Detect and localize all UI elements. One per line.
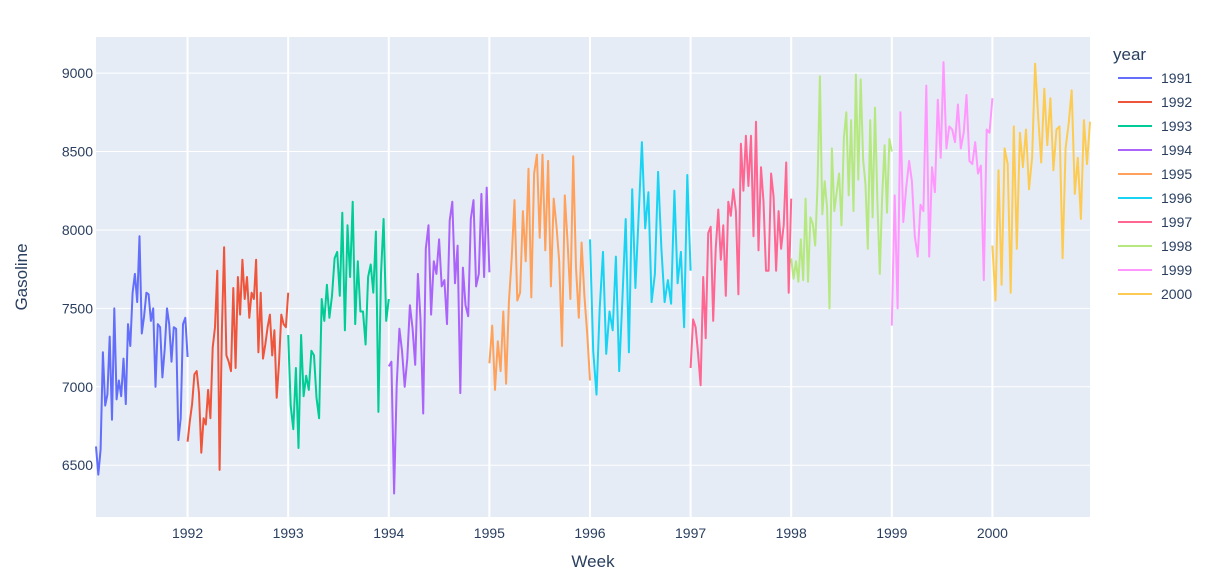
legend-title: year — [1113, 45, 1146, 64]
legend-item-1991[interactable]: 1991 — [1118, 70, 1192, 86]
x-tick-label: 1996 — [574, 525, 605, 541]
gridlines — [96, 37, 1090, 517]
legend-label: 1992 — [1161, 94, 1192, 110]
x-tick-label: 1994 — [373, 525, 404, 541]
series-line-1992 — [186, 246, 290, 471]
legend-label: 1998 — [1161, 238, 1192, 254]
legend-item-1999[interactable]: 1999 — [1118, 262, 1192, 278]
x-tick-label: 1998 — [776, 525, 807, 541]
series-line-1997 — [689, 120, 793, 387]
legend-label: 1996 — [1161, 190, 1192, 206]
y-tick-label: 8500 — [62, 144, 93, 160]
legend-item-1997[interactable]: 1997 — [1118, 214, 1192, 230]
series-line-2000 — [991, 62, 1091, 302]
y-tick-label: 8000 — [62, 222, 93, 238]
x-tick-label: 1993 — [273, 525, 304, 541]
plot-background — [96, 37, 1090, 517]
x-tick-label: 1992 — [172, 525, 203, 541]
series-line-1996 — [589, 141, 692, 396]
legend-label: 1994 — [1161, 142, 1192, 158]
x-tick-label: 1997 — [675, 525, 706, 541]
y-tick-label: 7000 — [62, 379, 93, 395]
x-tick-label: 1999 — [876, 525, 907, 541]
legend-label: 1995 — [1161, 166, 1192, 182]
y-tick-label: 7500 — [62, 300, 93, 316]
legend-label: 1993 — [1161, 118, 1192, 134]
x-tick-label: 1995 — [474, 525, 505, 541]
series-line-1991 — [95, 235, 189, 476]
series-line-1998 — [790, 73, 893, 310]
y-axis-title: Gasoline — [12, 243, 31, 310]
legend-items: 1991 1992 1993 1994 1995 1996 1997 1998 1999 2000 — [1118, 70, 1192, 302]
legend-label: 1991 — [1161, 70, 1192, 86]
legend-label: 1997 — [1161, 214, 1192, 230]
tick-labels: 6500 7000 7500 8000 8500 9000 1992 1993 1994 1995… — [62, 65, 1008, 541]
legend: year 19911992199319941995199619971998199… — [1113, 45, 1192, 302]
legend-item-1994[interactable]: 1994 — [1118, 142, 1192, 158]
legend-item-1993[interactable]: 1993 — [1118, 118, 1192, 134]
legend-label: 1999 — [1161, 262, 1192, 278]
series-lines — [95, 61, 1091, 495]
series-line-1999 — [890, 61, 994, 326]
y-tick-label: 6500 — [62, 457, 93, 473]
x-tick-label: 2000 — [977, 525, 1008, 541]
series-line-1995 — [488, 153, 591, 391]
legend-item-1996[interactable]: 1996 — [1118, 190, 1192, 206]
legend-label: 2000 — [1161, 286, 1192, 302]
y-tick-label: 9000 — [62, 65, 93, 81]
legend-item-1998[interactable]: 1998 — [1118, 238, 1192, 254]
legend-item-1995[interactable]: 1995 — [1118, 166, 1192, 182]
legend-item-1992[interactable]: 1992 — [1118, 94, 1192, 110]
series-line-1993 — [287, 200, 390, 449]
series-line-1994 — [387, 186, 491, 495]
legend-item-2000[interactable]: 2000 — [1118, 286, 1192, 302]
x-axis-title: Week — [571, 552, 615, 571]
